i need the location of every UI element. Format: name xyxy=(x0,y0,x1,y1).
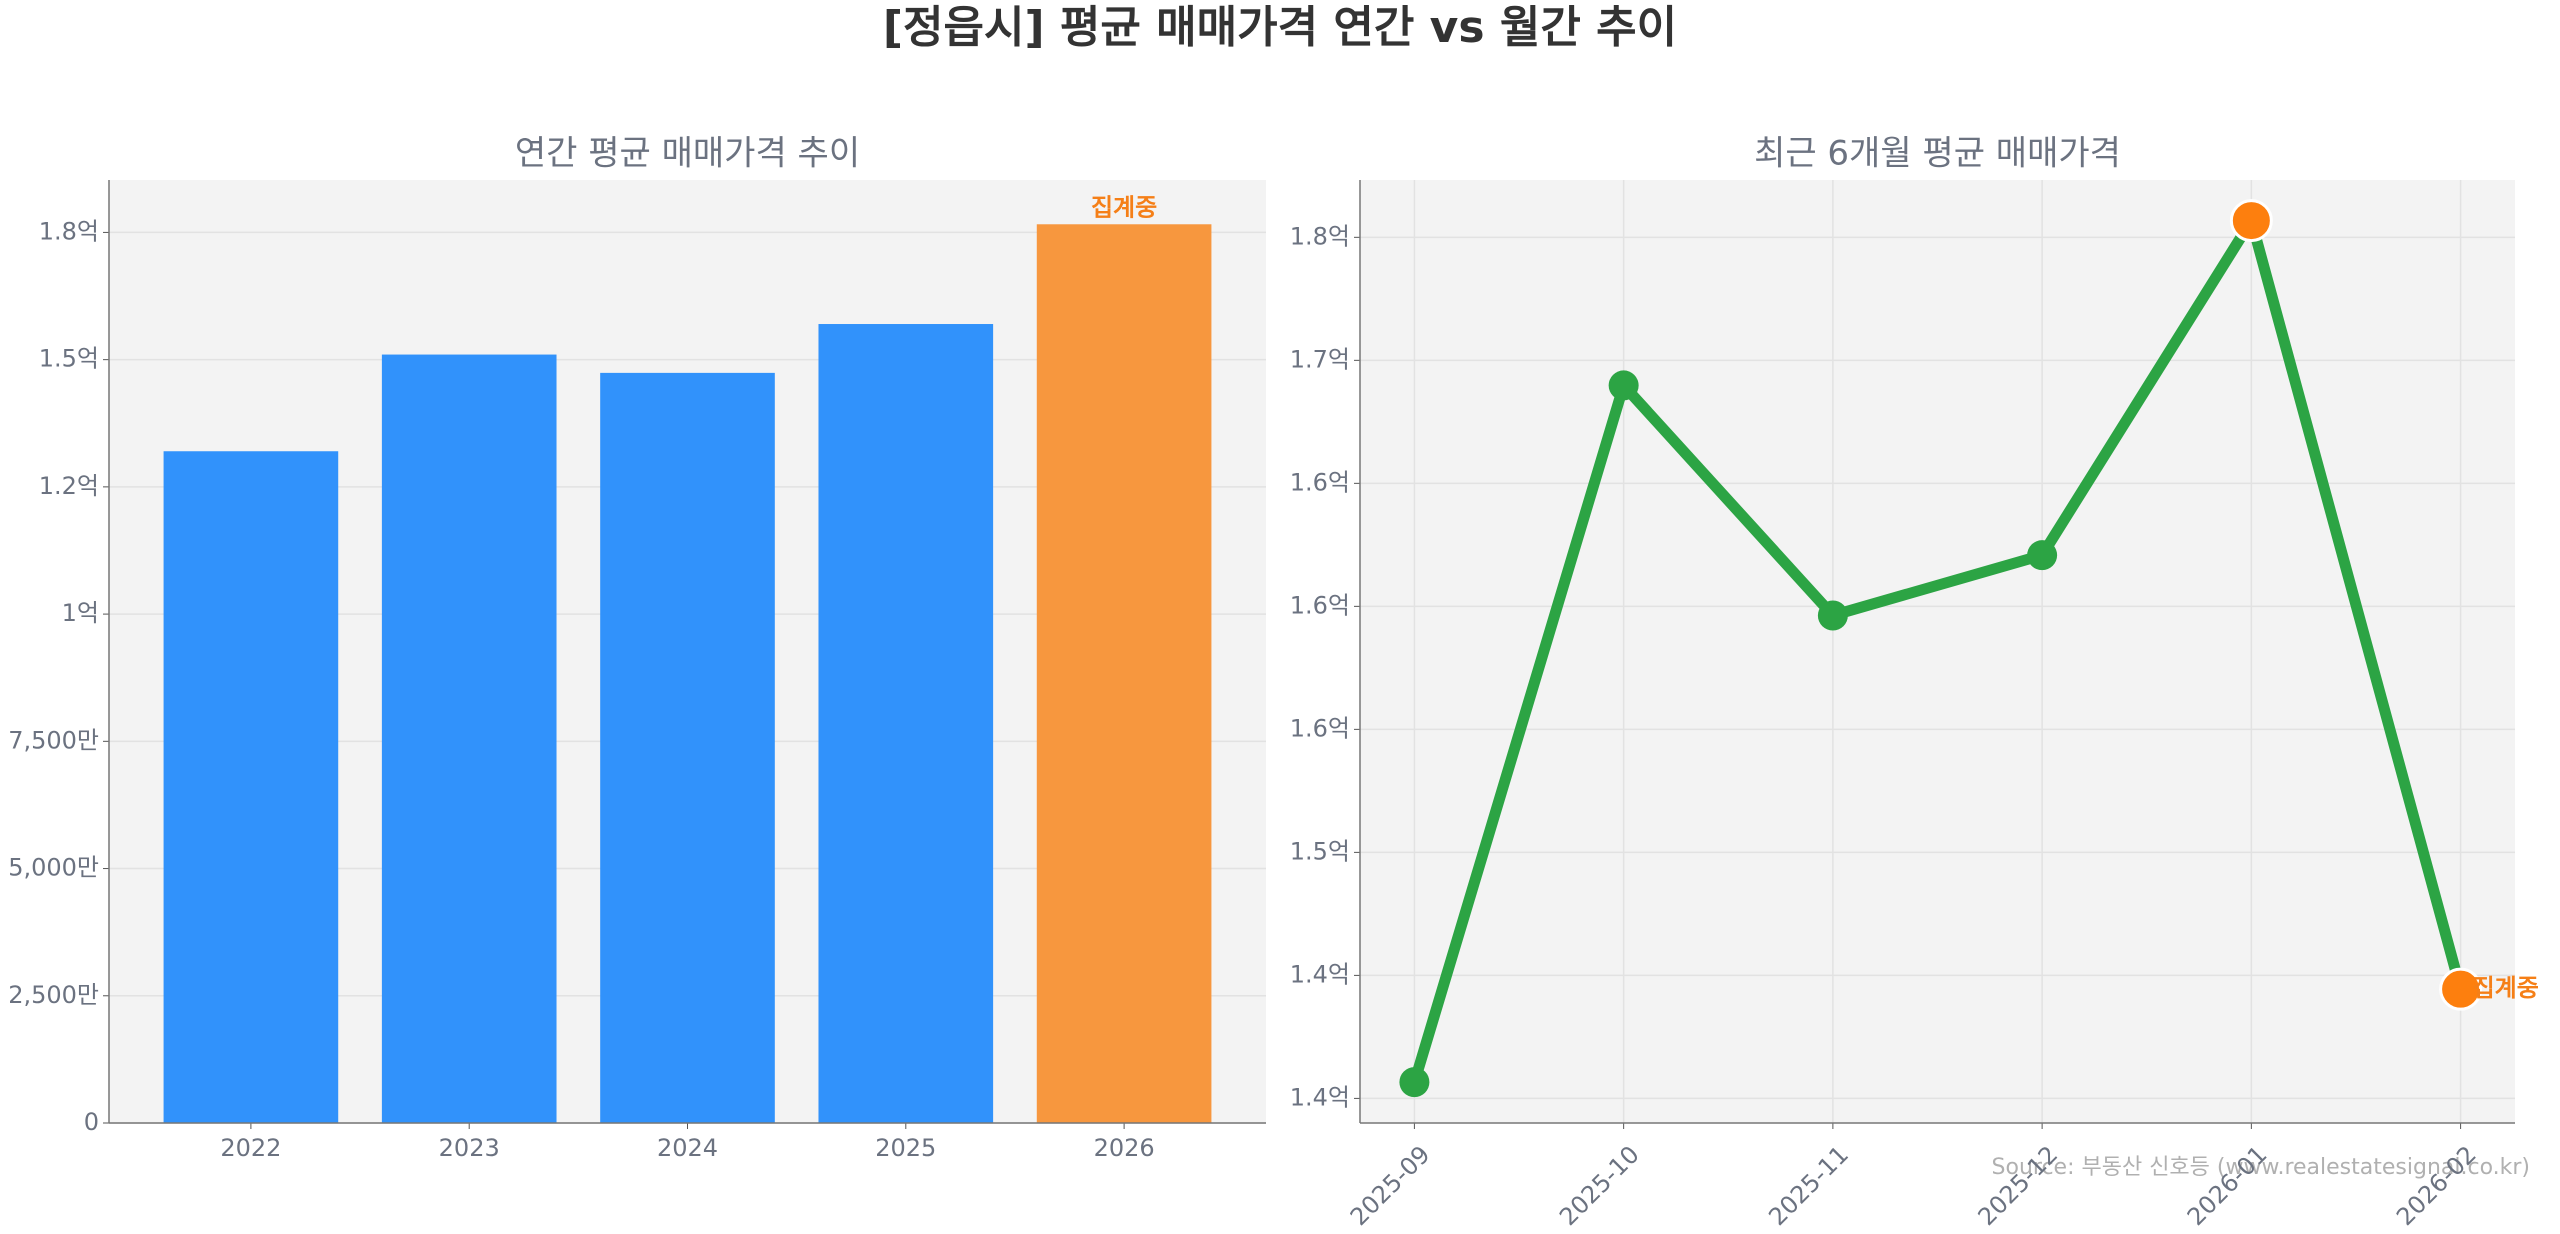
annotation: 집계중 xyxy=(2473,974,2539,1002)
plot-area xyxy=(1360,180,2515,1123)
figure-title: [정읍시] 평균 매매가격 연간 vs 월간 추이 xyxy=(883,2,1677,53)
y-tick-label: 7,500만 xyxy=(8,726,99,754)
x-tick-label: 2023 xyxy=(439,1134,500,1162)
y-tick-label: 1.5억 xyxy=(39,345,99,373)
bar xyxy=(600,372,775,1124)
marker xyxy=(2439,967,2483,1011)
x-tick-label: 2025-11 xyxy=(1763,1140,1854,1231)
x-tick-label: 2026-02 xyxy=(2391,1140,2482,1231)
y-tick-label: 1.4억 xyxy=(1290,960,1350,988)
y-tick-label: 1.5억 xyxy=(1290,837,1350,865)
y-tick-label: 1.7억 xyxy=(1290,345,1350,373)
x-tick-label: 2024 xyxy=(657,1134,718,1162)
y-tick-label: 5,000만 xyxy=(8,854,99,882)
source: Source: 부동산 신호등 (www.realestatesignal.co… xyxy=(1992,1155,2530,1180)
chart-title: 연간 평균 매매가격 추이 xyxy=(515,134,860,174)
marker xyxy=(2229,199,2273,243)
y-tick-label: 1억 xyxy=(62,599,99,627)
x-tick-label: 2022 xyxy=(220,1134,281,1162)
x-tick-label: 2025 xyxy=(875,1134,936,1162)
y-tick-label: 2,500만 xyxy=(8,981,99,1009)
y-tick-label: 1.2억 xyxy=(39,472,99,500)
marker xyxy=(1608,370,1639,401)
x-tick-label: 2025-10 xyxy=(1554,1140,1645,1231)
bar xyxy=(1036,224,1212,1124)
annotation: 집계중 xyxy=(1091,193,1157,221)
line xyxy=(1409,215,2466,1084)
y-tick-label: 1.6억 xyxy=(1290,468,1350,496)
y-tick-label: 1.4억 xyxy=(1290,1083,1350,1111)
y-tick-label: 1.6억 xyxy=(1290,714,1350,742)
x-tick-label: 2026-01 xyxy=(2182,1140,2273,1231)
x-tick-label: 2025-12 xyxy=(1973,1140,2064,1231)
x-tick-label: 2026 xyxy=(1094,1134,1155,1162)
x-tick-label: 2025-09 xyxy=(1345,1140,1436,1231)
y-tick-label: 1.8억 xyxy=(1290,222,1350,250)
y-tick-label: 1.6억 xyxy=(1290,591,1350,619)
y-tick-label: 0 xyxy=(84,1108,99,1136)
bar xyxy=(818,324,994,1123)
bar xyxy=(381,354,557,1124)
marker xyxy=(1817,600,1848,631)
chart-title: 최근 6개월 평균 매매가격 xyxy=(1754,134,2121,174)
y-tick-label: 1.8억 xyxy=(39,217,99,245)
bar xyxy=(163,451,339,1123)
marker xyxy=(1399,1067,1430,1098)
marker xyxy=(2027,540,2058,571)
